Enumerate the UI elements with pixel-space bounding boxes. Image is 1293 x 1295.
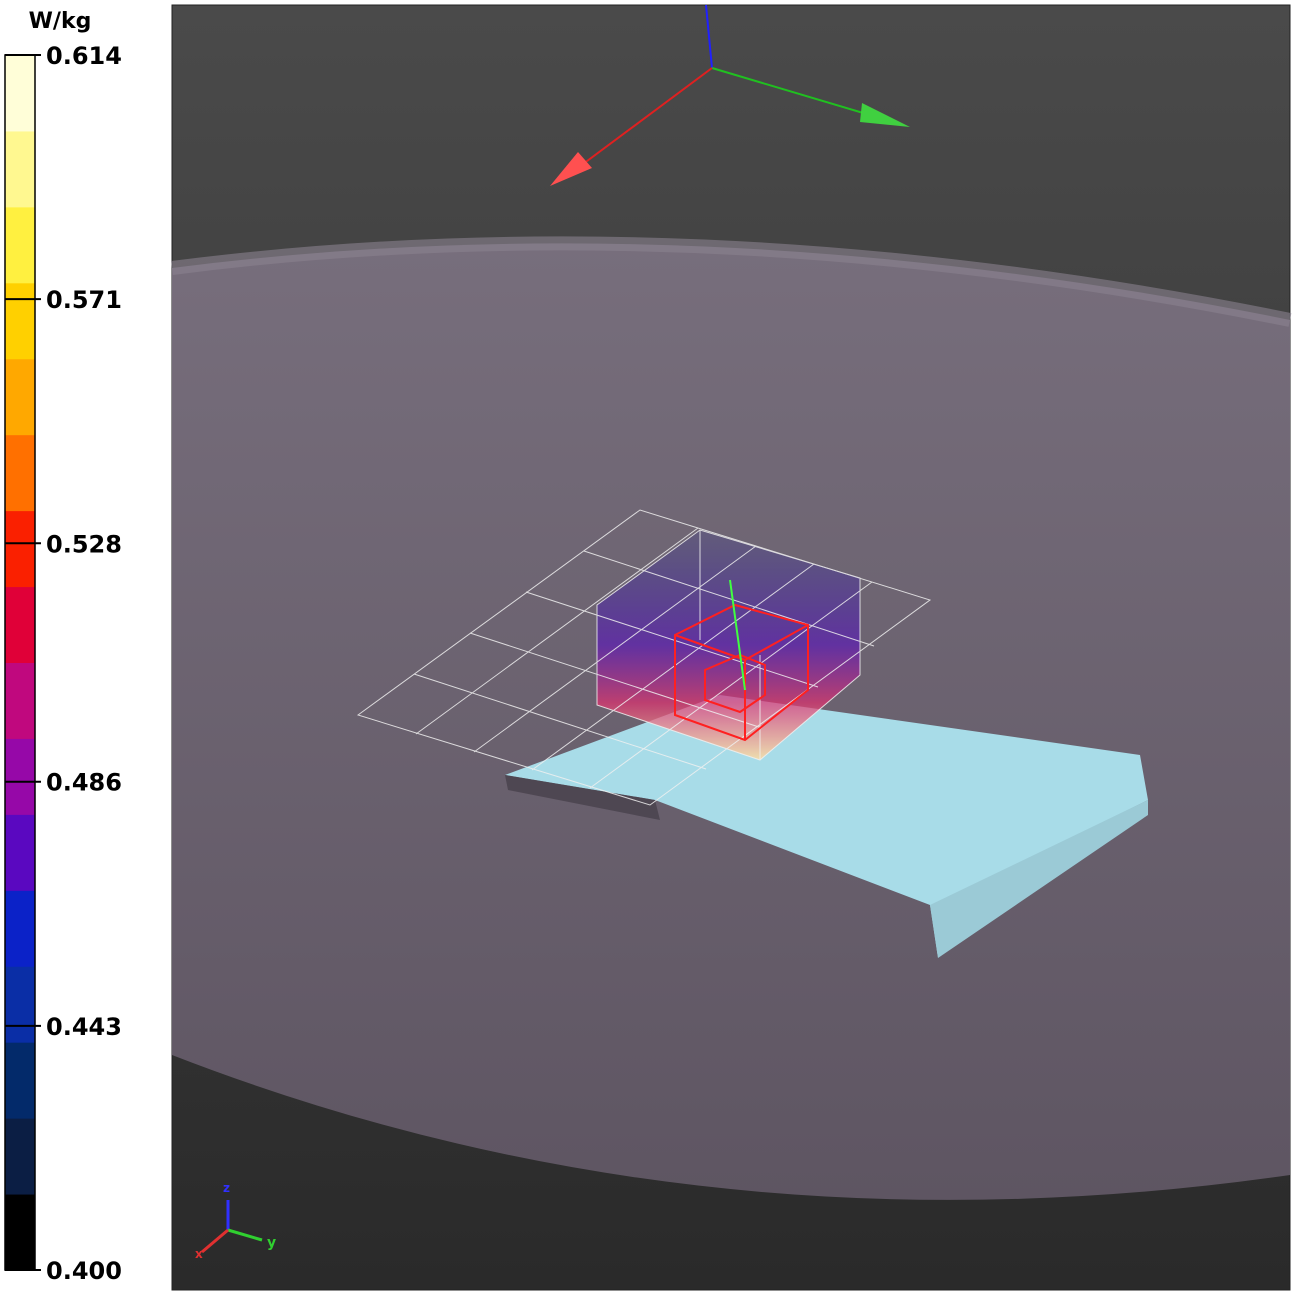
color-band xyxy=(5,814,35,891)
color-band xyxy=(5,890,35,967)
color-band xyxy=(5,358,35,436)
color-band xyxy=(5,966,35,1043)
colorbar-unit: W/kg xyxy=(29,9,92,34)
color-band xyxy=(5,434,35,512)
tick-label: 0.400 xyxy=(46,1257,122,1285)
color-band xyxy=(5,738,35,815)
color-band xyxy=(5,1118,35,1195)
color-band xyxy=(5,1042,35,1119)
color-band xyxy=(5,206,35,284)
color-band xyxy=(5,510,35,588)
color-band xyxy=(5,586,35,663)
tick-label: 0.486 xyxy=(46,769,122,797)
colorbar: W/kg 0.614 0.571 0.528 0.486 0.443 0.400 xyxy=(4,9,122,1285)
color-band xyxy=(5,662,35,739)
color-band xyxy=(5,130,35,208)
viewport: z y x xyxy=(171,4,1292,1291)
axis-label: y xyxy=(267,1235,276,1251)
color-band xyxy=(5,1194,35,1271)
color-band xyxy=(5,282,35,360)
tick-label: 0.614 xyxy=(46,42,122,70)
tick-label: 0.528 xyxy=(46,530,122,558)
color-band xyxy=(5,55,35,132)
axis-label: x xyxy=(195,1247,203,1261)
axis-label: z xyxy=(223,1181,230,1195)
tick-label: 0.571 xyxy=(46,286,122,314)
tick-label: 0.443 xyxy=(46,1013,122,1041)
